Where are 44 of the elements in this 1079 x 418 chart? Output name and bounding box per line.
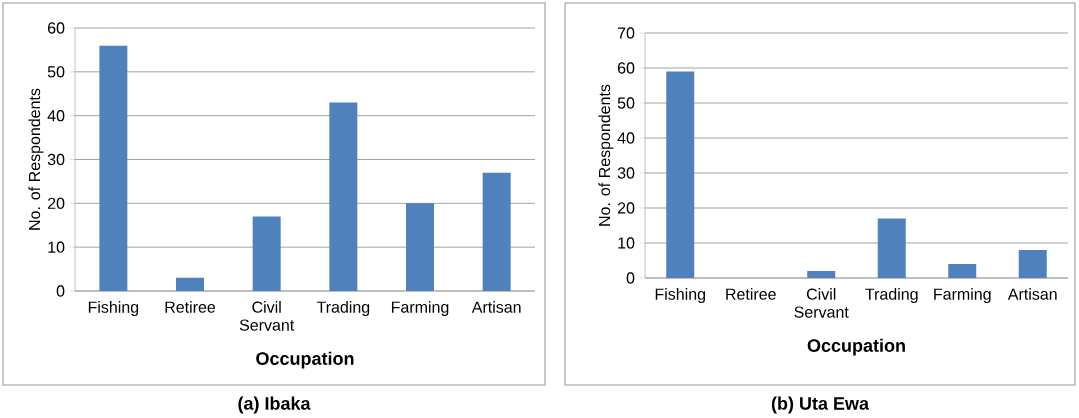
y-tick-label: 10 [618,237,635,249]
y-tick-label: 70 [617,27,635,39]
x-axis-title: Occupation [807,338,905,356]
bar [99,45,128,291]
y-tick-label: 20 [617,202,635,214]
y-tick-label: 40 [47,110,65,122]
x-tick-label: Retiree [165,301,216,313]
bar [329,102,358,291]
x-tick-label: Trading [865,288,918,303]
x-tick-label: Civil Servant [794,288,849,318]
bar [666,71,695,278]
bar [406,203,434,291]
bar [252,216,281,291]
y-tick-label: 10 [48,241,65,253]
y-tick-label: 30 [47,153,65,166]
x-tick-label: Farming [934,288,991,303]
x-tick-label: Farming [391,301,449,316]
x-tick-label: Trading [316,301,370,316]
x-tick-label: Artisan [1007,288,1057,300]
y-tick-label: 40 [617,132,635,144]
x-tick-label: Fishing [88,301,139,316]
y-tick-label: 60 [47,22,65,34]
y-tick-label: 50 [617,97,635,109]
y-tick-label: 50 [47,66,65,78]
y-tick-label: 30 [617,167,635,179]
text: (a) Ibaka [238,396,311,414]
bar [1018,249,1047,278]
y-tick-label: 60 [617,62,635,74]
y-axis-title: No. of Respondents [598,84,614,226]
text: (b) Uta Ewa [771,396,870,414]
bar [807,270,836,278]
bar [482,172,511,291]
y-tick-label: 0 [56,285,65,297]
x-tick-label: Artisan [471,301,521,313]
x-tick-label: Fishing [655,288,705,303]
bar [948,263,977,278]
bar [176,277,205,291]
x-axis-title: Occupation [256,351,354,369]
bar [877,218,906,278]
y-axis-title: No. of Respondents [28,88,44,230]
y-tick-label: 0 [626,272,635,284]
x-tick-label: Retiree [726,288,776,300]
y-tick-label: 20 [47,197,65,209]
x-tick-label: Civil Servant [239,301,295,331]
